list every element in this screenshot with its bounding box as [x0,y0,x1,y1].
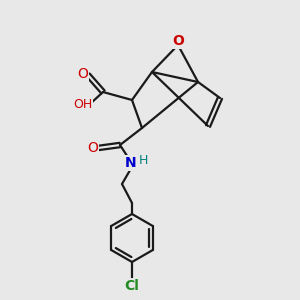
Text: OH: OH [74,98,93,112]
Text: Cl: Cl [124,279,140,293]
Text: N: N [125,156,137,170]
Text: O: O [172,34,184,48]
Text: O: O [88,141,98,155]
Text: H: H [138,154,148,167]
Text: O: O [78,67,88,81]
